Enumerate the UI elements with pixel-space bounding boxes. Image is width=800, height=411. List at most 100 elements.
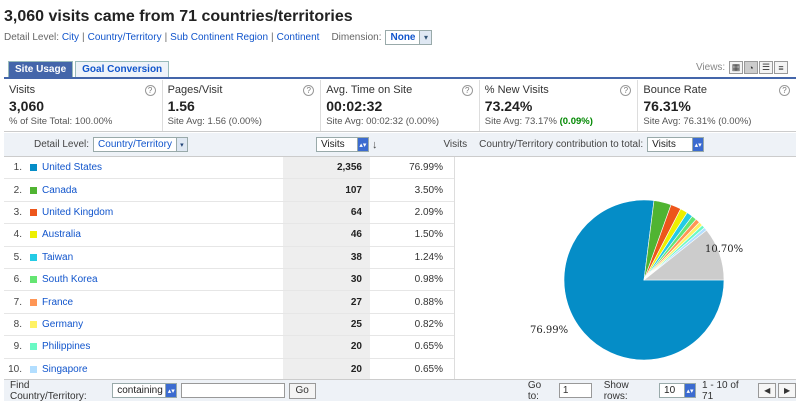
- country-link[interactable]: Australia: [42, 229, 81, 241]
- tab-underline: [4, 77, 796, 79]
- pie-label-united-states: 76.99%: [530, 325, 568, 336]
- comparison-view-icon[interactable]: ≡: [774, 61, 788, 74]
- chevron-down-icon: ▾: [175, 138, 187, 151]
- chevron-down-icon: ▴▾: [684, 384, 696, 397]
- data-table: Detail Level: Country/Territory ▾ Visits…: [4, 133, 796, 381]
- table-row: 2. Canada 107 3.50%: [4, 179, 796, 202]
- page-title: 3,060 visits came from 71 countries/terr…: [4, 8, 353, 25]
- table-footer: Find Country/Territory: containing ▴▾ Go…: [4, 379, 796, 402]
- show-rows-value: 10: [664, 385, 676, 396]
- row-number: 10.: [8, 363, 22, 375]
- country-link[interactable]: Singapore: [42, 363, 88, 375]
- level-link-city[interactable]: City: [61, 32, 80, 43]
- table-row: 3. United Kingdom 64 2.09%: [4, 201, 796, 225]
- metric-pages-visit: Pages/Visit 1.56 Site Avg: 1.56 (0.00%) …: [163, 80, 322, 131]
- level-link-subcontinent[interactable]: Sub Continent Region: [170, 32, 269, 43]
- visits-col-header: Visits: [443, 139, 468, 150]
- visits-cell: 64: [283, 201, 370, 224]
- chevron-down-icon: ▴▾: [692, 138, 704, 151]
- row-number: 6.: [13, 274, 22, 286]
- country-link[interactable]: Germany: [42, 318, 84, 330]
- chevron-down-icon: ▾: [419, 31, 432, 44]
- chevron-down-icon: ▴▾: [356, 138, 368, 151]
- legend-swatch: [30, 298, 37, 306]
- metric-label: % New Visits: [484, 84, 549, 96]
- dimension-select[interactable]: None ▾: [385, 30, 433, 45]
- table-row: 4. Australia 46 1.50%: [4, 224, 796, 247]
- pie-slice--other-: [643, 229, 725, 281]
- level-link-continent[interactable]: Continent: [276, 32, 320, 43]
- country-link[interactable]: Canada: [42, 184, 78, 196]
- dimension-label: Dimension:: [331, 32, 382, 43]
- next-page-icon[interactable]: ▶: [778, 383, 796, 398]
- detail-level-bar: Detail Level: City | Country/Territory | S…: [4, 30, 433, 45]
- level-link-country[interactable]: Country/Territory: [87, 32, 162, 43]
- metric-label: Bounce Rate: [643, 84, 707, 96]
- contribution-select[interactable]: Visits ▴▾: [647, 137, 705, 152]
- detail-level-label: Detail Level:: [4, 32, 60, 43]
- tab-site-usage[interactable]: Site Usage: [8, 61, 74, 77]
- tab-goal-conversion[interactable]: Goal Conversion: [75, 61, 170, 77]
- help-icon[interactable]: ?: [778, 85, 790, 96]
- go-button[interactable]: Go: [288, 382, 316, 399]
- goto-input[interactable]: 1: [558, 383, 592, 398]
- performance-view-icon[interactable]: ☰: [759, 61, 773, 74]
- pie-chart: 76.99% 10.70%: [530, 199, 743, 361]
- help-icon[interactable]: ?: [303, 85, 315, 96]
- country-cell: Philippines: [30, 341, 283, 352]
- table-detail-select[interactable]: Country/Territory ▾: [93, 137, 188, 152]
- metric-value: 76.31%: [643, 98, 691, 114]
- table-view-icon[interactable]: ▦: [729, 61, 743, 74]
- table-rows: 1. United States 2,356 76.99% 2. Canada 107 3.5…: [4, 157, 796, 381]
- table-header: Detail Level: Country/Territory ▾ Visits…: [4, 133, 796, 157]
- country-link[interactable]: United States: [42, 162, 103, 174]
- sort-metric-select[interactable]: Visits ▴▾: [315, 137, 369, 152]
- percent-cell: 0.98%: [414, 274, 443, 286]
- find-input[interactable]: [181, 383, 285, 398]
- row-number: 8.: [13, 318, 22, 330]
- help-icon[interactable]: ?: [461, 85, 473, 96]
- country-cell: Germany: [30, 319, 283, 330]
- visits-cell: 38: [283, 246, 370, 268]
- percent-cell: 3.50%: [414, 184, 443, 196]
- country-cell: United States: [30, 162, 283, 173]
- visits-cell: 25: [283, 313, 370, 336]
- visits-cell: 46: [283, 224, 370, 246]
- help-icon[interactable]: ?: [620, 85, 632, 96]
- help-icon[interactable]: ?: [144, 85, 156, 96]
- country-link[interactable]: France: [42, 296, 74, 308]
- pie-label-other: 10.70%: [705, 244, 743, 255]
- metric-value: 1.56: [167, 98, 195, 114]
- country-link[interactable]: South Korea: [42, 274, 98, 286]
- metric-avg-time: Avg. Time on Site 00:02:32 Site Avg: 00:…: [321, 80, 480, 131]
- country-link[interactable]: Philippines: [42, 341, 91, 353]
- match-select[interactable]: containing ▴▾: [112, 383, 178, 398]
- metric-bounce-rate: Bounce Rate 76.31% Site Avg: 76.31% (0.0…: [638, 80, 796, 131]
- legend-swatch: [30, 320, 37, 328]
- sort-desc-icon[interactable]: ↓: [371, 138, 378, 151]
- table-row: 1. United States 2,356 76.99%: [4, 157, 796, 180]
- country-link[interactable]: Taiwan: [42, 251, 74, 263]
- percent-cell: 0.88%: [414, 296, 443, 308]
- pie-chart-area: 76.99% 10.70%: [454, 157, 796, 381]
- metric-visits: Visits 3,060 % of Site Total: 100.00% ?: [4, 80, 163, 131]
- percent-cell: 0.82%: [414, 318, 443, 330]
- row-number: 4.: [13, 229, 22, 241]
- percent-cell: 1.50%: [414, 229, 443, 241]
- legend-swatch: [30, 208, 37, 216]
- contribution-label: Country/Territory contribution to total:: [479, 139, 644, 150]
- table-row: 6. South Korea 30 0.98%: [4, 268, 796, 292]
- country-link[interactable]: United Kingdom: [42, 206, 114, 218]
- country-cell: Canada: [30, 185, 283, 196]
- report-tabs: Site Usage Goal Conversion: [8, 61, 171, 77]
- row-number: 2.: [13, 184, 22, 196]
- row-number: 9.: [13, 341, 22, 353]
- show-rows-select[interactable]: 10 ▴▾: [659, 383, 697, 398]
- percent-cell: 2.09%: [414, 206, 443, 218]
- percent-cell: 0.65%: [414, 341, 443, 353]
- metric-label: Avg. Time on Site: [326, 84, 413, 96]
- legend-swatch: [30, 186, 37, 194]
- metric-sub: % of Site Total: 100.00%: [9, 116, 113, 127]
- prev-page-icon[interactable]: ◀: [758, 383, 777, 398]
- pie-view-icon[interactable]: ◔: [744, 61, 758, 74]
